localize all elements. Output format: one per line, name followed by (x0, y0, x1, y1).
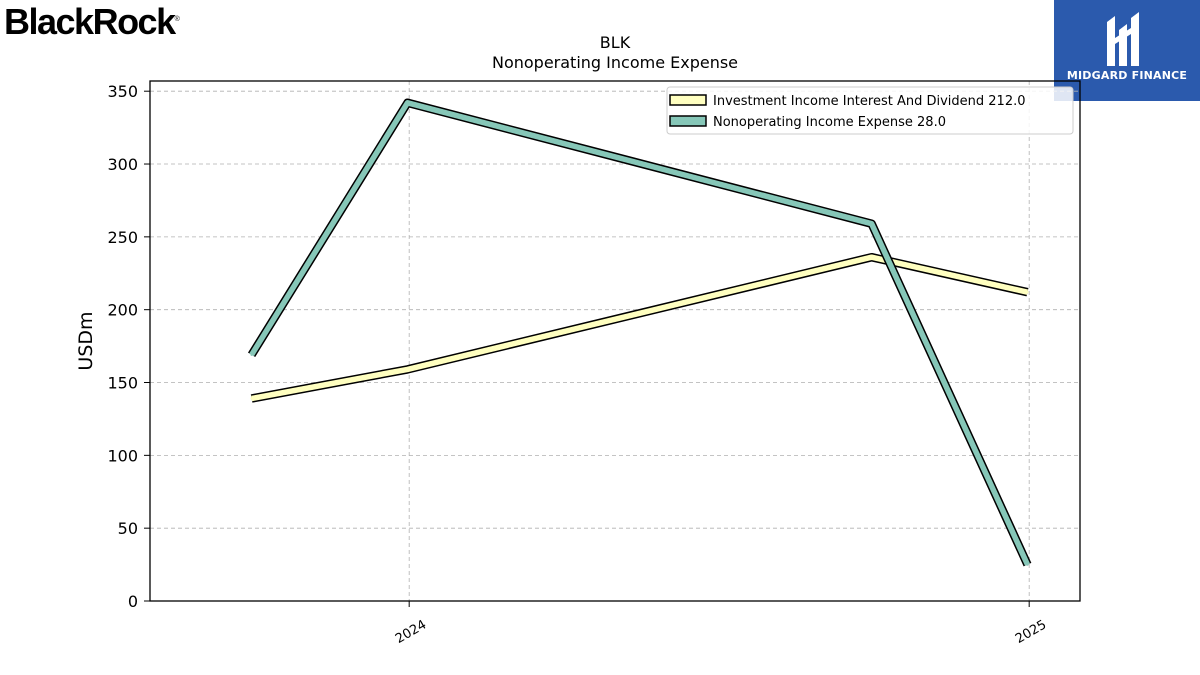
series-line-1 (250, 252, 1029, 403)
plot-frame (149, 80, 1081, 602)
y-tick-label: 100 (107, 446, 138, 465)
data-point (870, 222, 873, 225)
series-line-stroke (249, 100, 1031, 566)
y-tick-label: 50 (118, 519, 138, 538)
y-tick-label: 0 (128, 592, 138, 611)
legend: Investment Income Interest And Dividend … (666, 86, 1074, 135)
x-axis-ticks: 2024 2025 (393, 601, 1049, 647)
data-point (1026, 291, 1029, 294)
y-tick-label: 250 (107, 228, 138, 247)
midgard-mark-icon (1107, 12, 1139, 66)
data-point (250, 353, 253, 356)
y-axis-label: USDm (75, 311, 97, 370)
legend-swatch (669, 115, 707, 127)
legend-swatch (669, 94, 707, 106)
legend-entry-label: Investment Income Interest And Dividend … (713, 94, 1026, 109)
x-tick-label: 2025 (1013, 617, 1049, 647)
y-tick-label: 200 (107, 301, 138, 320)
midgard-finance-logo: MIDGARD FINANCE (1054, 0, 1200, 101)
x-tick-label: 2024 (393, 617, 429, 647)
y-axis-ticks: 0 50 100 150 200 250 300 350 (107, 82, 150, 611)
chart-subtitle: Nonoperating Income Expense (492, 53, 738, 72)
series-line-2 (247, 98, 1032, 567)
legend-entry-label: Nonoperating Income Expense 28.0 (713, 115, 946, 130)
data-point (406, 101, 409, 105)
data-point (406, 368, 409, 371)
y-tick-label: 350 (107, 82, 138, 101)
series-line-stroke (251, 254, 1029, 402)
series-line-outline (247, 98, 1032, 567)
data-point (870, 256, 873, 259)
blackrock-logo: BlackRock® (4, 0, 180, 42)
data-point (1026, 563, 1029, 566)
midgard-finance-label: MIDGARD FINANCE (1066, 69, 1188, 82)
y-tick-label: 150 (107, 374, 138, 393)
chart-title: BLK (600, 33, 631, 52)
y-tick-label: 300 (107, 155, 138, 174)
data-point (250, 397, 253, 400)
legend-frame (666, 86, 1074, 135)
series-lines (247, 98, 1032, 567)
registered-mark: ® (174, 16, 180, 23)
blackrock-logo-text: BlackRock (4, 1, 176, 42)
